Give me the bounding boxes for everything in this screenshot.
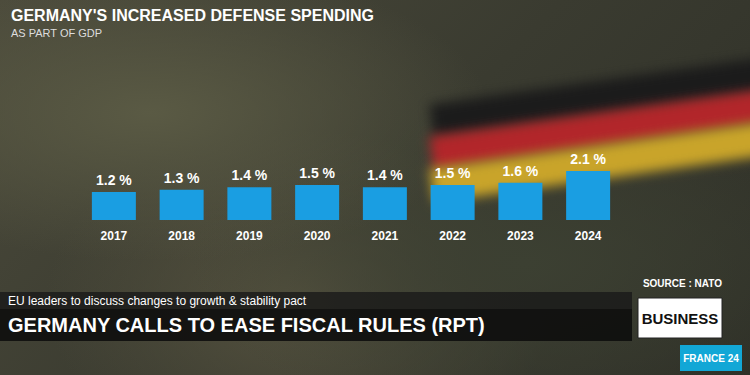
svg-text:GERMANY CALLS TO EASE FISCAL R: GERMANY CALLS TO EASE FISCAL RULES (RPT) xyxy=(8,314,485,336)
svg-text:1.5 %: 1.5 % xyxy=(299,165,335,181)
svg-text:2020: 2020 xyxy=(304,229,331,243)
svg-text:2023: 2023 xyxy=(507,229,534,243)
svg-text:SOURCE : NATO: SOURCE : NATO xyxy=(643,278,722,289)
svg-text:GERMANY'S INCREASED DEFENSE SP: GERMANY'S INCREASED DEFENSE SPENDING xyxy=(11,7,374,24)
svg-text:AS PART OF GDP: AS PART OF GDP xyxy=(11,27,102,39)
svg-text:2024: 2024 xyxy=(575,229,602,243)
svg-text:2021: 2021 xyxy=(372,229,399,243)
svg-text:1.4 %: 1.4 % xyxy=(231,167,267,183)
svg-text:1.5 %: 1.5 % xyxy=(435,165,471,181)
svg-text:2022: 2022 xyxy=(439,229,466,243)
svg-text:1.6 %: 1.6 % xyxy=(502,163,538,179)
svg-text:2017: 2017 xyxy=(101,229,128,243)
svg-text:1.4 %: 1.4 % xyxy=(367,167,403,183)
svg-text:2019: 2019 xyxy=(236,229,263,243)
svg-text:BUSINESS: BUSINESS xyxy=(642,310,719,327)
svg-text:FRANCE 24: FRANCE 24 xyxy=(683,353,739,364)
svg-text:1.3 %: 1.3 % xyxy=(164,170,200,186)
svg-text:2.1 %: 2.1 % xyxy=(570,151,606,167)
svg-text:EU leaders to discuss changes: EU leaders to discuss changes to growth … xyxy=(8,294,307,308)
svg-text:2018: 2018 xyxy=(168,229,195,243)
svg-text:1.2 %: 1.2 % xyxy=(96,172,132,188)
